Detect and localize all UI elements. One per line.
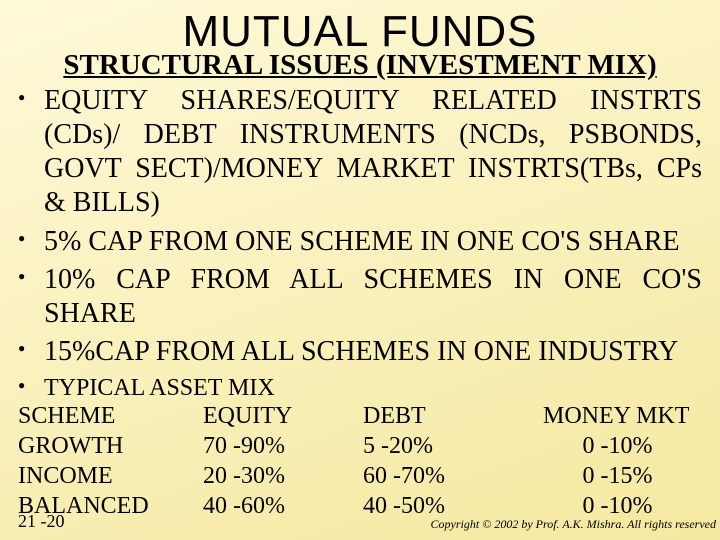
footer: 21 -20 Copyright © 2002 by Prof. A.K. Mi… [18, 511, 716, 532]
col-header: MONEY MKT [533, 401, 702, 431]
cell: 60 -70% [363, 461, 533, 491]
col-header: EQUITY [203, 401, 363, 431]
cell: 0 -15% [533, 461, 702, 491]
cell: GROWTH [18, 431, 203, 461]
cell: 0 -10% [533, 431, 702, 461]
asset-mix-table: SCHEME EQUITY DEBT MONEY MKT GROWTH 70 -… [18, 401, 702, 521]
table-header: SCHEME EQUITY DEBT MONEY MKT [18, 401, 702, 431]
asset-mix-heading: TYPICAL ASSET MIX [18, 373, 702, 403]
bullet-list: EQUITY SHARES/EQUITY RELATED INSTRTS (CD… [18, 84, 702, 369]
col-header: DEBT [363, 401, 533, 431]
list-item: 5% CAP FROM ONE SCHEME IN ONE CO'S SHARE [18, 225, 702, 259]
copyright-text: Copyright © 2002 by Prof. A.K. Mishra. A… [431, 517, 716, 532]
slide: MUTUAL FUNDS STRUCTURAL ISSUES (INVESTME… [0, 0, 720, 540]
slide-subtitle: STRUCTURAL ISSUES (INVESTMENT MIX) [18, 49, 702, 82]
table-row: GROWTH 70 -90% 5 -20% 0 -10% [18, 431, 702, 461]
cell: 20 -30% [203, 461, 363, 491]
col-header: SCHEME [18, 401, 203, 431]
list-item: 15%CAP FROM ALL SCHEMES IN ONE INDUSTRY [18, 335, 702, 369]
cell: 5 -20% [363, 431, 533, 461]
list-item: EQUITY SHARES/EQUITY RELATED INSTRTS (CD… [18, 84, 702, 221]
cell: INCOME [18, 461, 203, 491]
cell: 70 -90% [203, 431, 363, 461]
table-row: INCOME 20 -30% 60 -70% 0 -15% [18, 461, 702, 491]
page-number: 21 -20 [18, 511, 65, 532]
list-item: 10% CAP FROM ALL SCHEMES IN ONE CO'S SHA… [18, 263, 702, 331]
